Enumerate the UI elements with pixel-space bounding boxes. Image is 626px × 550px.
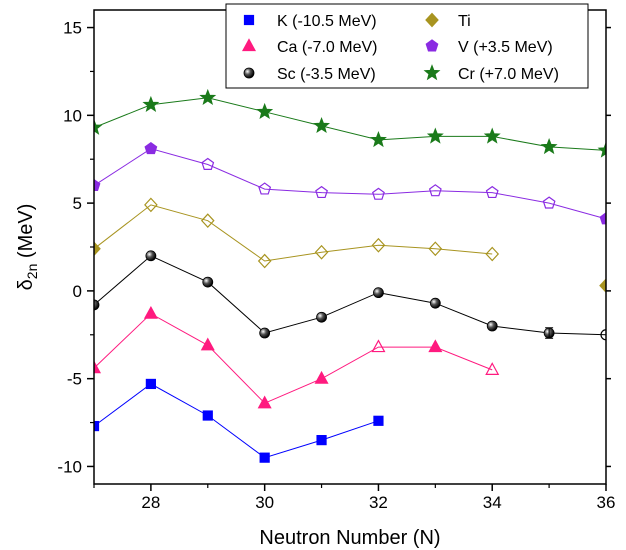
data-point xyxy=(199,88,217,105)
data-point xyxy=(371,339,386,353)
series-line-4 xyxy=(93,148,607,220)
data-point xyxy=(429,297,441,309)
data-point xyxy=(597,141,606,158)
data-point xyxy=(256,102,274,120)
legend-label: Ca (-7.0 MeV) xyxy=(277,39,377,56)
legend-marker xyxy=(243,67,255,79)
data-point xyxy=(599,212,606,225)
data-point xyxy=(483,127,501,144)
legend-label: V (+3.5 MeV) xyxy=(458,39,553,56)
y-axis-title-unit: (MeV) xyxy=(15,204,37,264)
legend-marker xyxy=(425,12,439,28)
data-point xyxy=(426,127,444,144)
data-point xyxy=(428,241,443,257)
data-point xyxy=(315,185,328,199)
x-tick-label: 32 xyxy=(369,493,388,512)
data-point xyxy=(485,185,499,199)
legend-marker xyxy=(241,38,257,52)
y-tick-label: -5 xyxy=(67,370,82,389)
legend-label: Cr (+7.0 MeV) xyxy=(458,66,559,83)
x-tick-label: 30 xyxy=(255,493,274,512)
x-axis-title: Neutron Number (N) xyxy=(259,527,440,549)
data-point xyxy=(428,184,442,197)
x-tick-label: 28 xyxy=(141,493,160,512)
x-tick-label: 34 xyxy=(483,493,502,512)
data-point xyxy=(373,287,384,299)
series-markers-3 xyxy=(94,197,606,294)
series-markers-5 xyxy=(94,88,606,158)
data-point xyxy=(428,339,443,353)
series-layer xyxy=(93,97,607,459)
data-point xyxy=(143,305,158,319)
series-markers-1 xyxy=(94,305,500,409)
legend-label: K (-10.5 MeV) xyxy=(277,13,377,30)
y-axis-title-sub: 2n xyxy=(24,264,40,280)
data-point xyxy=(372,187,385,200)
data-point xyxy=(485,246,500,262)
data-point xyxy=(94,178,101,192)
data-point xyxy=(94,360,102,374)
data-point xyxy=(369,131,387,148)
data-point xyxy=(94,299,100,311)
data-point xyxy=(316,311,327,323)
y-tick-label: 5 xyxy=(73,194,82,213)
data-point xyxy=(257,395,272,409)
data-point xyxy=(371,237,386,253)
series-markers-4 xyxy=(94,141,606,225)
data-point xyxy=(316,435,327,446)
data-point xyxy=(599,278,606,294)
data-point xyxy=(94,420,100,432)
series-line-3 xyxy=(93,204,493,262)
data-point xyxy=(144,197,158,213)
y-tick-label: 15 xyxy=(63,19,82,38)
data-point xyxy=(202,410,213,421)
data-point xyxy=(94,118,103,135)
series-line-5 xyxy=(93,97,607,151)
data-point xyxy=(94,241,101,257)
data-point xyxy=(373,415,384,426)
data-point xyxy=(314,370,329,384)
legend-box xyxy=(225,3,589,89)
series-line-2 xyxy=(93,255,607,336)
data-point xyxy=(313,116,331,134)
series-line-1 xyxy=(93,313,493,404)
data-point xyxy=(142,95,160,113)
x-tick-label: 36 xyxy=(597,493,616,512)
data-point xyxy=(600,329,606,341)
y-tick-label: 10 xyxy=(63,106,82,125)
markers-layer xyxy=(94,88,606,463)
legend: K (-10.5 MeV) Ca (-7.0 MeV) Sc (-3.5 MeV) T… xyxy=(225,3,589,89)
data-point xyxy=(314,244,329,260)
data-point xyxy=(200,337,215,351)
series-markers-2 xyxy=(94,250,606,341)
data-point xyxy=(201,157,215,170)
data-point xyxy=(540,138,558,155)
legend-marker xyxy=(243,14,255,26)
data-point xyxy=(145,378,156,390)
legend-label: Ti xyxy=(458,13,471,30)
legend-label: Sc (-3.5 MeV) xyxy=(277,66,376,83)
data-point xyxy=(145,250,157,262)
ticks-layer: 28 30 32 34 36 -10 -5 0 5 10 15 xyxy=(57,19,615,512)
legend-marker xyxy=(423,64,441,81)
data-point xyxy=(200,213,215,229)
data-point xyxy=(258,182,272,195)
data-point xyxy=(542,196,556,209)
data-point xyxy=(257,253,272,269)
y-tick-label: 0 xyxy=(73,282,82,301)
series-markers-0 xyxy=(94,378,384,463)
series-line-0 xyxy=(93,383,379,459)
y-axis-title: δ2n (MeV) xyxy=(15,204,40,291)
legend-marker xyxy=(425,39,439,52)
data-point xyxy=(202,276,214,288)
data-point xyxy=(144,141,158,155)
data-point xyxy=(259,452,270,463)
data-point xyxy=(259,327,271,339)
data-point xyxy=(486,320,498,332)
data-point xyxy=(485,362,500,375)
y-axis-title-main: δ xyxy=(15,279,37,290)
y-tick-label: -10 xyxy=(57,457,82,476)
